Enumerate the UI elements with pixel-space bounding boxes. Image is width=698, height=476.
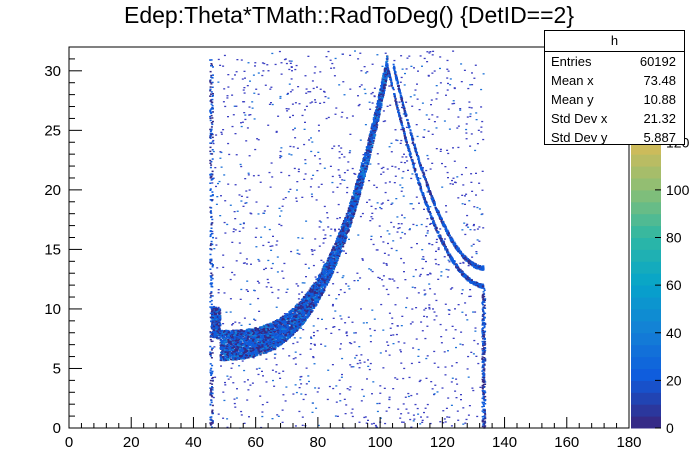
y-tick-label: 20 [44,182,61,199]
stats-row-stddev-y: Std Dev y 5.887 [545,128,684,147]
stats-row-entries: Entries 60192 [545,52,684,71]
colorbar-cell [631,273,661,286]
stats-label: Std Dev x [551,111,608,126]
stats-row-mean-x: Mean x 73.48 [545,71,684,90]
x-tick-label: 60 [247,434,264,451]
colorbar-cell [631,356,661,369]
stats-label: Mean y [551,92,594,107]
stats-row-stddev-x: Std Dev x 21.32 [545,109,684,128]
x-tick-label: 80 [310,434,327,451]
colorbar-cell [631,392,661,405]
x-tick-label: 100 [368,434,393,451]
stats-value: 73.48 [643,73,676,88]
plot-area [209,50,487,429]
y-tick-label: 25 [44,122,61,139]
main-band [210,55,389,362]
y-tick-label: 10 [44,301,61,318]
colorbar-cell [631,320,661,334]
colorbar-cell [631,249,661,262]
stats-value: 21.32 [643,111,676,126]
colorbar-tick-label: 40 [666,325,682,341]
colorbar-cell [631,404,661,417]
colorbar-cell [631,308,661,322]
colorbar-cell [631,344,661,358]
y-tick-label: 5 [53,360,61,377]
colorbar-cell [631,380,661,393]
colorbar-tick-label: 100 [666,182,690,198]
colorbar-cell [631,201,661,215]
y-tick-label: 0 [53,420,61,437]
colorbar-cell [631,285,661,298]
decay-band [392,63,485,271]
colorbar-cell [631,225,661,238]
stats-value: 60192 [639,54,676,69]
vertical-edge [481,285,487,429]
x-tick-label: 140 [492,434,517,451]
colorbar-cell [631,142,661,155]
chart-title: Edep:Theta*TMath::RadToDeg() {DetID==2} [123,2,575,28]
colorbar-tick-label: 60 [666,277,682,293]
colorbar-cell [631,237,661,250]
stats-value: 5.887 [643,130,676,145]
colorbar-cell [631,332,661,346]
x-tick-label: 0 [65,434,73,451]
stats-row-mean-y: Mean y 10.88 [545,90,684,109]
stats-label: Entries [551,54,592,69]
stats-box: h Entries 60192 Mean x 73.48 Mean y 10.8… [544,30,685,145]
stats-value: 10.88 [643,92,676,107]
colorbar-cell [631,297,661,310]
y-tick-label: 30 [44,63,61,80]
colorbar-cell [631,416,661,429]
colorbar-cell [631,261,661,274]
axes: 0 20 40 60 80 100 120 140 160 180 0 5 10 15 20 25 30 [44,46,642,451]
colorbar-tick-label: 20 [666,372,682,388]
x-tick-label: 160 [554,434,579,451]
x-tick-label: 180 [616,434,641,451]
background-scatter [210,50,485,429]
stats-label: Std Dev y [551,130,608,145]
colorbar-cell [631,166,661,179]
x-tick-label: 120 [430,434,455,451]
stats-name: h [545,31,684,52]
vertical-edge [209,59,215,428]
x-tick-label: 40 [185,434,202,451]
colorbar-tick-label: 80 [666,230,682,246]
colorbar-cell [631,178,661,191]
colorbar-cell [631,213,661,227]
colorbar-cell [631,154,661,167]
colorbar-tick-label: 0 [666,420,674,436]
colorbar-cell [631,189,661,203]
stats-label: Mean x [551,73,594,88]
colorbar-cell [631,368,661,381]
decay-band [386,63,485,289]
y-tick-label: 15 [44,241,61,258]
x-tick-label: 20 [123,434,140,451]
